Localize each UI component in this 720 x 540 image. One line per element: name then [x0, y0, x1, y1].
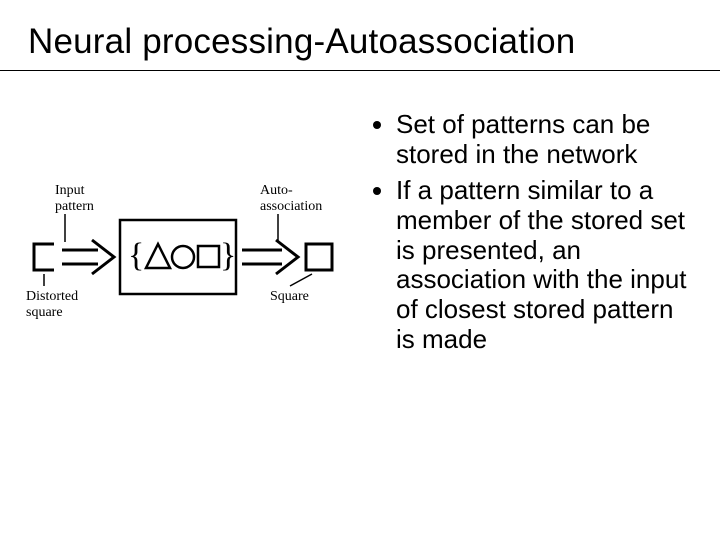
label-square: Square: [270, 289, 309, 304]
arrow-into-network-icon: [62, 240, 114, 274]
bullet-item: Set of patterns can be stored in the net…: [396, 110, 690, 170]
label-distorted-2: square: [26, 305, 63, 320]
slide-title: Neural processing-Autoassociation: [0, 22, 720, 71]
brace-right-icon: }: [220, 237, 236, 274]
bullet-list: Set of patterns can be stored in the net…: [370, 110, 690, 355]
brace-left-icon: {: [128, 237, 144, 274]
square-in-set-icon: [198, 246, 219, 267]
label-auto-2: association: [260, 199, 322, 214]
circle-icon: [172, 246, 194, 268]
bullet-item: If a pattern similar to a member of the …: [396, 176, 690, 355]
label-auto-1: Auto-: [260, 183, 293, 198]
slide: Neural processing-Autoassociation Input …: [0, 0, 720, 540]
autoassociation-diagram: Input pattern Auto- association: [20, 180, 350, 340]
arrow-out-of-network-icon: [242, 240, 298, 274]
output-square-icon: [306, 244, 332, 270]
text-column: Set of patterns can be stored in the net…: [370, 110, 720, 361]
label-input-pattern-1: Input: [55, 183, 85, 198]
content-row: Input pattern Auto- association: [0, 110, 720, 361]
triangle-icon: [146, 244, 170, 268]
label-distorted-1: Distorted: [26, 289, 78, 304]
label-input-pattern-2: pattern: [55, 199, 94, 214]
connector-square: [290, 274, 312, 286]
figure-column: Input pattern Auto- association: [0, 110, 370, 361]
distorted-square-icon: [34, 244, 54, 270]
